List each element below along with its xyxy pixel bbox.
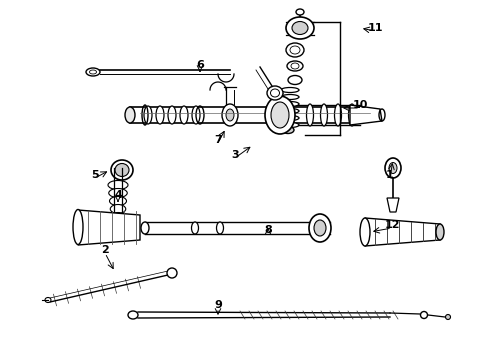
Polygon shape — [387, 198, 399, 212]
Text: 5: 5 — [91, 170, 99, 180]
Ellipse shape — [109, 189, 127, 198]
Ellipse shape — [168, 106, 176, 124]
Ellipse shape — [281, 87, 299, 93]
Polygon shape — [365, 218, 440, 246]
Ellipse shape — [128, 311, 138, 319]
Ellipse shape — [292, 22, 308, 35]
Ellipse shape — [287, 61, 303, 71]
Text: 4: 4 — [114, 190, 122, 200]
Ellipse shape — [307, 104, 314, 126]
Polygon shape — [78, 210, 140, 245]
Text: 8: 8 — [264, 225, 272, 235]
Ellipse shape — [110, 204, 126, 213]
Ellipse shape — [281, 95, 299, 99]
Ellipse shape — [141, 222, 149, 234]
Ellipse shape — [226, 109, 234, 121]
Text: 9: 9 — [214, 300, 222, 310]
Ellipse shape — [389, 162, 397, 174]
Ellipse shape — [282, 126, 294, 134]
Ellipse shape — [267, 86, 283, 100]
Ellipse shape — [281, 116, 299, 121]
Ellipse shape — [109, 197, 126, 206]
Ellipse shape — [281, 108, 299, 113]
Ellipse shape — [111, 212, 125, 221]
Text: 7: 7 — [214, 135, 222, 145]
Ellipse shape — [389, 199, 397, 204]
Ellipse shape — [348, 104, 356, 126]
Text: 1: 1 — [386, 170, 394, 180]
Ellipse shape — [320, 104, 327, 126]
Ellipse shape — [281, 102, 299, 107]
Ellipse shape — [167, 268, 177, 278]
Ellipse shape — [436, 224, 444, 240]
Ellipse shape — [271, 102, 289, 128]
Text: 6: 6 — [196, 60, 204, 70]
Ellipse shape — [73, 210, 83, 244]
Ellipse shape — [217, 222, 223, 234]
Ellipse shape — [314, 220, 326, 236]
Ellipse shape — [335, 104, 342, 126]
Ellipse shape — [420, 311, 427, 319]
Ellipse shape — [86, 68, 100, 76]
Ellipse shape — [265, 96, 295, 134]
Ellipse shape — [110, 214, 126, 220]
Ellipse shape — [288, 76, 302, 85]
Ellipse shape — [360, 218, 370, 246]
Text: 12: 12 — [384, 220, 400, 230]
Ellipse shape — [192, 222, 198, 234]
Text: 3: 3 — [231, 150, 239, 160]
Ellipse shape — [180, 106, 188, 124]
Text: 2: 2 — [101, 245, 109, 255]
Ellipse shape — [286, 17, 314, 39]
Ellipse shape — [445, 315, 450, 320]
Text: 11: 11 — [367, 23, 383, 33]
Ellipse shape — [111, 160, 133, 180]
Ellipse shape — [222, 104, 238, 126]
Ellipse shape — [156, 106, 164, 124]
Ellipse shape — [108, 180, 128, 189]
Ellipse shape — [281, 122, 299, 127]
Ellipse shape — [309, 214, 331, 242]
Ellipse shape — [192, 106, 200, 124]
Polygon shape — [350, 105, 382, 125]
Text: 10: 10 — [352, 100, 368, 110]
Ellipse shape — [385, 158, 401, 178]
Ellipse shape — [286, 43, 304, 57]
Ellipse shape — [115, 163, 129, 176]
Ellipse shape — [45, 297, 51, 302]
Ellipse shape — [125, 107, 135, 123]
Ellipse shape — [144, 106, 152, 124]
Ellipse shape — [296, 9, 304, 15]
